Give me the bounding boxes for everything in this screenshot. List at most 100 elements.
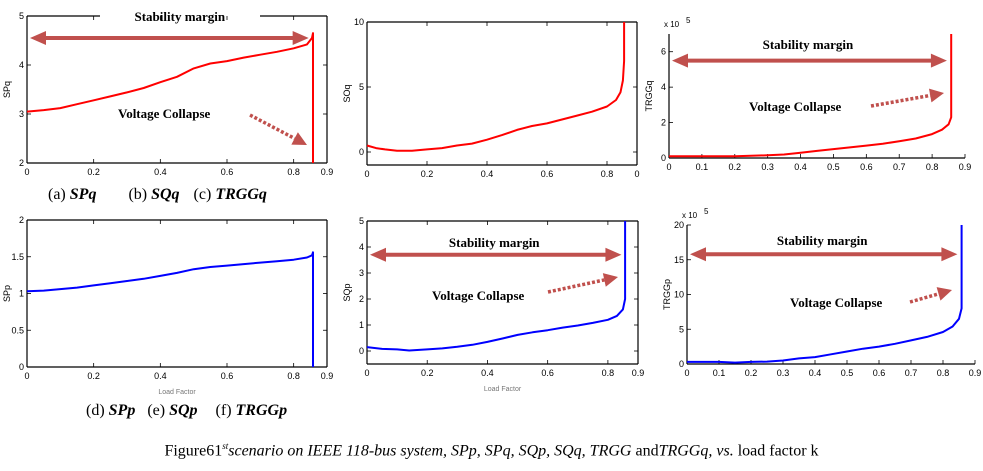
subcaption-c: (c) TRGGq	[193, 186, 267, 203]
x-tick-label: 0.1	[713, 368, 726, 378]
subcaption-b: (b) SQq	[128, 186, 180, 203]
y-tick-label: 1	[19, 289, 24, 299]
x-tick-label: 0	[634, 169, 639, 179]
x-tick-label: 0.9	[959, 162, 972, 172]
arrow-left-head	[30, 31, 46, 46]
x-tick-label: 0.2	[745, 368, 758, 378]
x-tick-label: 0.8	[926, 162, 939, 172]
x-tick-label: 0.3	[761, 162, 774, 172]
y-axis-label: SPq	[2, 81, 12, 98]
y-axis-label: TRGGp	[662, 279, 672, 310]
voltage-collapse-label: Voltage Collapse	[118, 106, 211, 121]
voltage-collapse-label: Voltage Collapse	[432, 288, 525, 303]
x-tick-label: 0.4	[809, 368, 822, 378]
x-tick-label: 0.5	[841, 368, 854, 378]
axis-exponent: x 10	[664, 20, 680, 29]
y-tick-label: 0.5	[11, 325, 24, 335]
series-line-TRGGp	[687, 225, 963, 364]
x-tick-label: 0.2	[729, 162, 742, 172]
voltage-collapse-arrow-shaft	[870, 93, 931, 108]
y-tick-label: 1.5	[11, 252, 24, 262]
row1-subcaptions: (a) SPq (b) SQq (c) TRGGq	[48, 186, 267, 204]
y-tick-label: 2	[359, 294, 364, 304]
y-tick-label: 4	[19, 60, 24, 70]
x-tick-label: 0.7	[893, 162, 906, 172]
arrow-left-head	[672, 53, 688, 68]
arrow-right-head	[941, 247, 958, 262]
x-tick-label: 0.7	[905, 368, 918, 378]
chart-d: 0 0.2 0.4 0.6 0.8 0.9 0 0.5 1 1.5 2 SPp Load Factor	[2, 215, 333, 396]
arrow-left-head	[690, 247, 706, 262]
x-tick-label: 0.2	[421, 169, 434, 179]
x-tick-label: 0.6	[873, 368, 886, 378]
voltage-collapse-arrow-head	[602, 273, 618, 287]
x-tick-label: 0.3	[777, 368, 790, 378]
x-tick-label: 0.2	[87, 167, 100, 177]
subcaption-d: (d) SPp	[86, 402, 136, 419]
x-tick-label: 0.6	[541, 169, 554, 179]
y-tick-label: 0	[661, 153, 666, 163]
x-tick-label: 0.8	[287, 167, 300, 177]
voltage-collapse-arrow-shaft	[547, 278, 605, 294]
series-line-TRGGq	[669, 34, 953, 158]
y-tick-label: 5	[359, 216, 364, 226]
x-tick-label: 0	[364, 169, 369, 179]
x-tick-label: 0.2	[87, 371, 100, 381]
y-tick-label: 0	[679, 359, 684, 369]
x-tick-label: 0.9	[632, 368, 645, 378]
y-tick-label: 4	[661, 82, 666, 92]
x-tick-label: 0.6	[860, 162, 873, 172]
x-tick-label: 0.1	[696, 162, 709, 172]
x-tick-label: 0.6	[541, 368, 554, 378]
x-axis-label: Load Factor	[484, 386, 522, 393]
voltage-collapse-label: Voltage Collapse	[790, 295, 883, 310]
stability-margin-label: Stability margin	[777, 233, 868, 248]
voltage-collapse-arrow-shaft	[909, 292, 940, 304]
y-tick-label: 3	[359, 268, 364, 278]
y-tick-label: 20	[674, 220, 684, 230]
voltage-collapse-arrow-head	[928, 88, 944, 103]
arrow-left-head	[370, 247, 386, 262]
x-tick-label: 0.6	[221, 167, 234, 177]
x-axis-label: Load Factor	[158, 389, 196, 396]
y-tick-label: 2	[661, 118, 666, 128]
x-tick-label: 0	[24, 167, 29, 177]
y-tick-label: 10	[354, 17, 364, 27]
x-tick-label: 0.8	[601, 169, 614, 179]
axis-exponent-power: 5	[704, 207, 709, 216]
y-tick-label: 0	[359, 346, 364, 356]
subcaption-f: (f) TRGGp	[215, 402, 288, 419]
x-tick-label: 0	[666, 162, 671, 172]
figure-panels: 0 0.2 0.4 0.6 0.8 0.9 2 3 4 5 SPq Stability margin V…	[2, 9, 981, 396]
y-tick-label: 4	[359, 242, 364, 252]
y-tick-label: 6	[661, 47, 666, 57]
axis-exponent-power: 5	[686, 16, 691, 25]
voltage-collapse-arrow-head	[291, 132, 307, 145]
y-tick-label: 2	[19, 215, 24, 225]
row2-subcaptions: (d) SPp (e) SQp (f) TRGGp	[86, 402, 287, 420]
arrow-right-head	[930, 53, 947, 68]
x-tick-label: 0.5	[827, 162, 840, 172]
x-tick-label: 0.9	[321, 167, 334, 177]
series-line-SQq	[366, 22, 626, 152]
series-line-SQp	[366, 221, 627, 352]
x-tick-label: 0.8	[287, 371, 300, 381]
voltage-collapse-label: Voltage Collapse	[749, 99, 842, 114]
stability-margin-label: Stability margin	[135, 9, 226, 24]
voltage-collapse-arrow-head	[936, 287, 952, 301]
figure-caption: Figure61stscenario on IEEE 118-bus syste…	[164, 441, 819, 460]
axis-exponent: x 10	[682, 211, 698, 220]
x-tick-label: 0.4	[154, 371, 167, 381]
y-tick-label: 1	[359, 320, 364, 330]
arrow-right-head	[605, 247, 622, 262]
x-tick-label: 0	[364, 368, 369, 378]
chart-f: 0 0.1 0.2 0.3 0.4 0.5 0.6 0.7 0.8 0.9 0 5 10 15 20 TRGG…	[662, 207, 981, 378]
chart-b: 0 0.2 0.4 0.6 0.8 0 0 5 10 SOq	[342, 17, 640, 179]
x-tick-label: 0.9	[321, 371, 334, 381]
x-tick-label: 0.6	[221, 371, 234, 381]
chart-a: 0 0.2 0.4 0.6 0.8 0.9 2 3 4 5 SPq Stability margin V…	[2, 9, 333, 177]
stability-margin-label: Stability margin	[763, 37, 854, 52]
x-tick-label: 0.4	[154, 167, 167, 177]
y-tick-label: 10	[674, 290, 684, 300]
y-axis-label: SQp	[342, 283, 352, 301]
